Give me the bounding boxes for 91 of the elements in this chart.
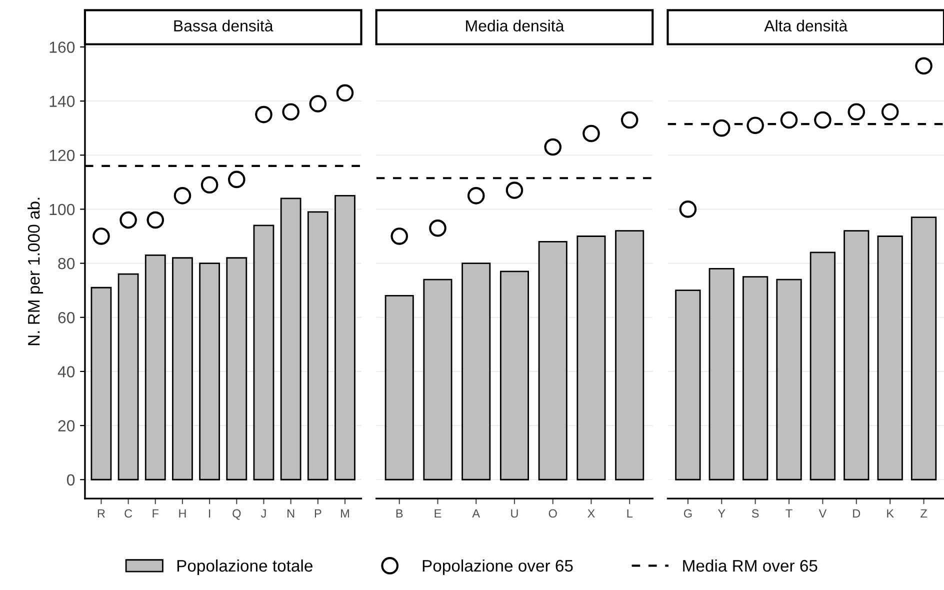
y-tick-label: 140 <box>50 96 75 107</box>
bar <box>334 194 356 480</box>
y-tick-label: 60 <box>58 312 75 324</box>
bar <box>742 276 768 480</box>
bar <box>500 270 529 480</box>
bar <box>307 211 328 480</box>
bar <box>877 236 903 480</box>
point <box>390 228 408 245</box>
bar <box>776 278 802 480</box>
point <box>228 170 246 188</box>
point <box>848 103 866 121</box>
x-tick-label: F <box>152 509 159 518</box>
point <box>146 211 164 229</box>
bar <box>118 273 139 480</box>
bar <box>384 295 414 480</box>
x-tick-label: U <box>511 509 518 518</box>
bar <box>226 257 248 480</box>
point <box>915 57 932 75</box>
bar <box>538 240 568 480</box>
x-tick-label: C <box>124 509 132 518</box>
bar <box>144 254 166 480</box>
point <box>780 111 798 129</box>
legend-label: Popolazione over 65 <box>422 559 573 575</box>
bar <box>90 286 112 480</box>
point <box>881 103 899 121</box>
bar <box>280 198 302 480</box>
y-tick-label: 100 <box>50 204 75 216</box>
y-tick-label: 160 <box>50 42 75 53</box>
bar <box>253 224 274 480</box>
chart-title: Media densità <box>466 20 564 32</box>
x-tick-label: D <box>853 509 860 518</box>
x-tick-label: L <box>627 509 632 518</box>
x-tick-label: Y <box>718 509 726 518</box>
point <box>620 111 638 129</box>
point <box>92 228 110 245</box>
point <box>309 95 327 112</box>
x-tick-label: X <box>588 509 595 518</box>
point <box>746 116 764 134</box>
bar <box>810 252 836 480</box>
y-tick-label: 120 <box>50 150 75 162</box>
x-tick-label: A <box>472 509 480 518</box>
x-tick-label: V <box>818 509 827 518</box>
point <box>255 106 272 124</box>
point <box>467 187 485 204</box>
point <box>336 84 354 102</box>
legend-label: Media RM over 65 <box>683 559 818 572</box>
bar <box>910 216 937 480</box>
point <box>712 119 730 137</box>
point <box>544 138 562 156</box>
point <box>282 103 300 121</box>
point <box>174 187 192 204</box>
x-tick-label: P <box>314 509 322 518</box>
y-axis-title: N. RM per 1.000 ab. <box>28 198 44 346</box>
bar <box>423 278 452 480</box>
bar <box>199 262 220 480</box>
bar <box>615 230 644 480</box>
x-tick-label: E <box>434 509 442 518</box>
y-tick-label: 0 <box>66 474 75 486</box>
x-tick-label: S <box>752 509 759 518</box>
legend-label: Popolazione totale <box>177 559 312 575</box>
x-tick-label: G <box>684 509 692 518</box>
x-tick-label: N <box>288 509 294 518</box>
x-tick-label: I <box>209 509 210 518</box>
y-tick-label: 20 <box>58 420 75 432</box>
x-tick-label: H <box>179 509 186 518</box>
point <box>814 111 832 129</box>
point <box>506 182 524 199</box>
x-tick-label: M <box>341 509 349 518</box>
y-tick-label: 40 <box>58 366 75 378</box>
chart-title: Bassa densità <box>174 20 274 32</box>
point <box>582 124 600 142</box>
x-tick-label: T <box>786 509 792 518</box>
x-tick-label: R <box>98 509 105 518</box>
point <box>679 200 697 218</box>
bar <box>708 268 734 480</box>
point <box>120 211 137 229</box>
x-tick-label: J <box>260 509 266 518</box>
bar <box>675 290 701 480</box>
bar <box>576 236 606 480</box>
x-tick-label: Q <box>232 509 241 520</box>
bar <box>172 257 193 480</box>
y-tick-label: 80 <box>58 258 75 270</box>
bar <box>844 230 870 480</box>
point <box>200 176 218 194</box>
x-tick-label: Z <box>920 509 928 518</box>
x-tick-label: K <box>887 509 894 518</box>
point <box>429 219 446 237</box>
bar <box>462 262 491 480</box>
chart-title: Alta densità <box>764 20 848 32</box>
x-tick-label: O <box>548 509 557 518</box>
x-tick-label: B <box>396 509 403 518</box>
